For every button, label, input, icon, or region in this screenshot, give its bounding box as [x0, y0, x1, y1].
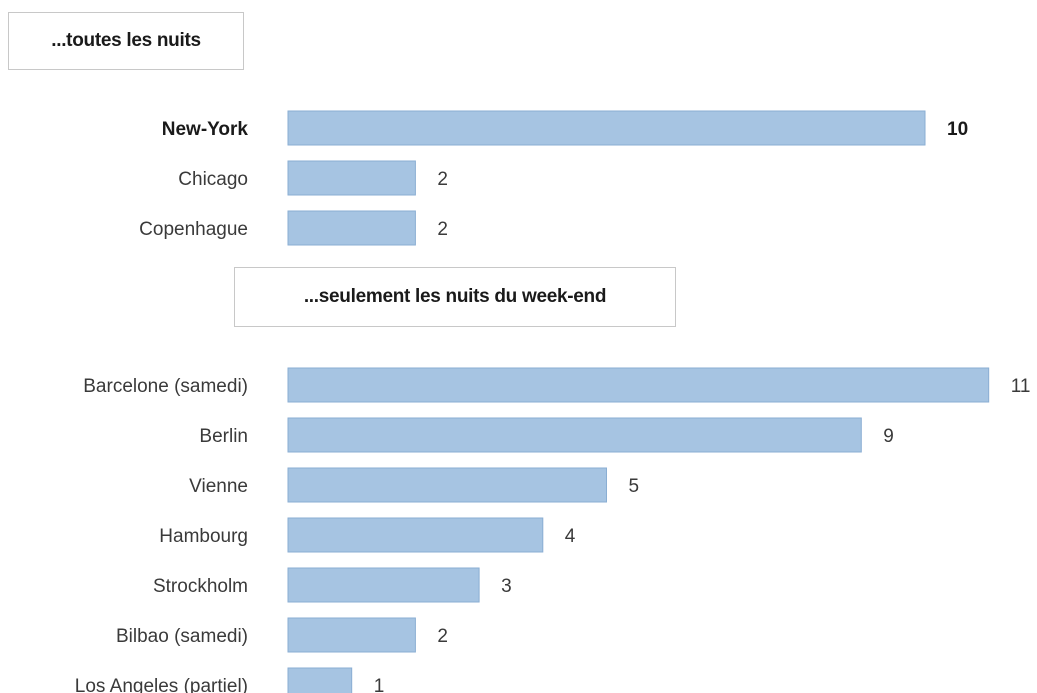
category-label-vienne: Vienne — [189, 476, 248, 497]
category-label-barcelone-samedi: Barcelone (samedi) — [83, 376, 248, 397]
section-title-weekend-nights: ...seulement les nuits du week-end — [234, 267, 676, 327]
bar-bilbao-samedi — [287, 617, 416, 653]
section-title-all-nights: ...toutes les nuits — [8, 12, 244, 70]
value-label-bilbao-samedi: 2 — [437, 626, 448, 647]
bar-strockholm — [287, 567, 480, 603]
bar-chicago — [287, 160, 416, 196]
value-label-new-york: 10 — [947, 119, 968, 140]
category-label-los-angeles-partiel: Los Angeles (partiel) — [75, 676, 248, 693]
bar-berlin — [287, 417, 862, 453]
bar-vienne — [287, 467, 607, 503]
value-label-hambourg: 4 — [565, 526, 576, 547]
bar-copenhague — [287, 210, 416, 246]
bar-hambourg — [287, 517, 544, 553]
value-label-vienne: 5 — [629, 476, 640, 497]
bar-barcelone-samedi — [287, 367, 990, 403]
category-label-bilbao-samedi: Bilbao (samedi) — [116, 626, 248, 647]
category-label-hambourg: Hambourg — [159, 526, 248, 547]
category-label-berlin: Berlin — [199, 426, 248, 447]
value-label-los-angeles-partiel: 1 — [374, 676, 385, 693]
value-label-barcelone-samedi: 11 — [1011, 376, 1031, 397]
bar-new-york — [287, 110, 926, 146]
category-label-copenhague: Copenhague — [139, 219, 248, 240]
value-label-strockholm: 3 — [501, 576, 512, 597]
value-label-copenhague: 2 — [437, 219, 448, 240]
value-label-berlin: 9 — [883, 426, 894, 447]
category-label-new-york: New-York — [162, 119, 249, 140]
bar-los-angeles-partiel — [287, 667, 353, 693]
category-label-strockholm: Strockholm — [153, 576, 248, 597]
category-label-chicago: Chicago — [178, 169, 248, 190]
value-label-chicago: 2 — [437, 169, 448, 190]
